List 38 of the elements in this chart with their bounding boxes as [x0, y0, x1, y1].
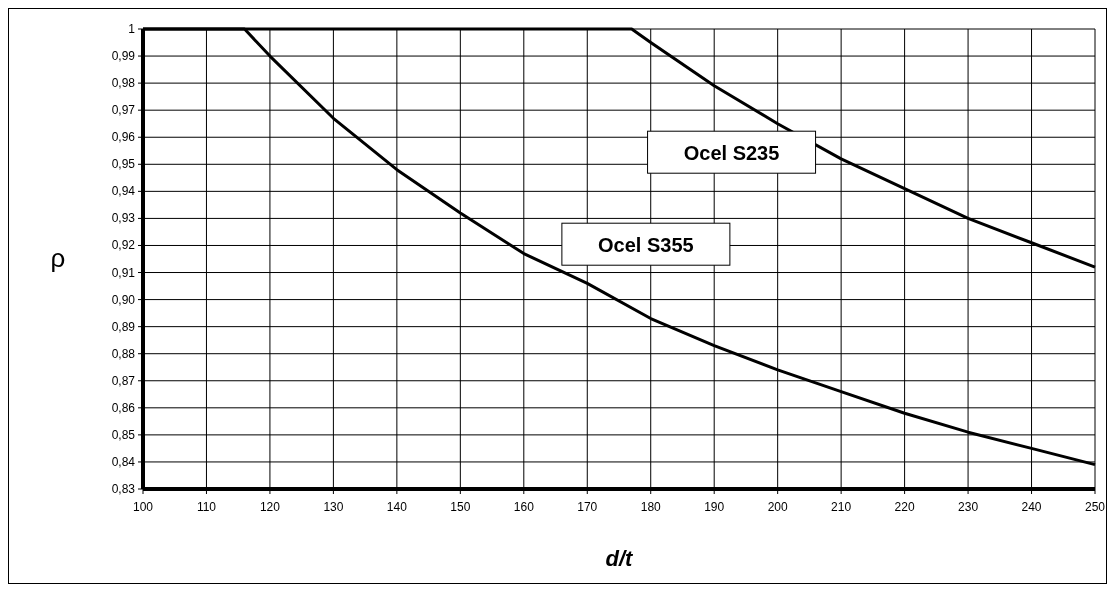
y-tick-label: 0,92 — [111, 238, 136, 253]
y-tick-label: 0,85 — [111, 427, 136, 442]
y-tick-label: 0,99 — [111, 49, 136, 64]
x-tick-label: 190 — [704, 500, 725, 514]
y-tick-label: 0,93 — [111, 211, 136, 226]
y-axis-title: ρ — [50, 243, 66, 273]
y-tick-label: 0,98 — [111, 76, 136, 91]
x-tick-label: 200 — [767, 500, 788, 514]
y-tick-label: 0,95 — [111, 157, 136, 172]
x-tick-label: 250 — [1084, 500, 1106, 514]
x-tick-label: 230 — [958, 500, 979, 514]
y-tick-label: 0,86 — [111, 400, 136, 415]
x-tick-label: 180 — [640, 500, 662, 514]
x-tick-label: 130 — [323, 500, 344, 514]
x-axis-title: d/t — [605, 546, 635, 571]
y-tick-label: 1 — [128, 22, 136, 36]
y-tick-label: 0,90 — [111, 292, 136, 307]
x-tick-label: 140 — [386, 500, 408, 514]
x-tick-label: 160 — [513, 500, 535, 514]
y-tick-label: 0,96 — [111, 130, 136, 145]
x-tick-label: 240 — [1021, 500, 1042, 514]
x-tick-label: 100 — [132, 500, 154, 514]
x-tick-label: 220 — [894, 500, 915, 514]
x-tick-label: 150 — [450, 500, 471, 514]
series-label: Ocel S355 — [598, 234, 694, 257]
y-tick-label: 0,84 — [111, 454, 136, 469]
y-tick-label: 0,88 — [111, 346, 136, 361]
series-label: Ocel S235 — [683, 142, 780, 165]
x-tick-label: 120 — [259, 500, 281, 514]
x-tick-label: 210 — [831, 500, 852, 514]
x-tick-label: 170 — [577, 500, 598, 514]
y-tick-label: 0,91 — [111, 265, 136, 280]
y-tick-label: 0,94 — [111, 184, 136, 199]
y-tick-label: 0,89 — [111, 319, 136, 334]
y-tick-label: 0,87 — [111, 373, 136, 388]
x-tick-label: 110 — [196, 500, 217, 514]
y-tick-label: 0,97 — [111, 103, 136, 118]
y-tick-label: 0,83 — [111, 482, 136, 496]
